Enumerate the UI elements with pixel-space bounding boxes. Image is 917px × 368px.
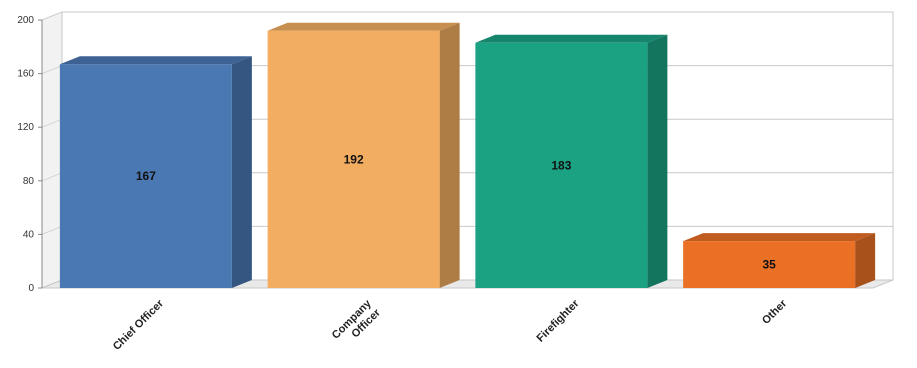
data-label: 35 <box>762 258 776 272</box>
data-label: 167 <box>136 169 156 183</box>
bar-front <box>59 64 232 288</box>
category-label: Other <box>760 297 790 327</box>
bar-front <box>683 241 856 288</box>
category-label: CompanyOfficer <box>330 297 384 351</box>
bars: 167 192 183 35 <box>59 22 876 288</box>
category-label: Firefighter <box>535 297 582 344</box>
gridline-side <box>41 118 63 128</box>
data-label: 183 <box>551 158 571 172</box>
bar-side <box>855 233 876 288</box>
bar: 167 <box>59 56 252 288</box>
y-tick-label: 120 <box>17 122 34 133</box>
bar-side <box>647 34 668 288</box>
y-tick-label: 0 <box>28 283 34 294</box>
gridline-side <box>41 11 63 21</box>
y-tick-label: 160 <box>17 69 34 80</box>
gridline-side <box>41 172 63 182</box>
data-label: 192 <box>344 152 364 166</box>
gridline-side <box>41 225 63 235</box>
y-axis: 0 40 80 120 160 200 <box>17 15 43 294</box>
bar-side <box>439 22 460 288</box>
bar: 183 <box>475 34 668 288</box>
bar-top <box>683 233 876 242</box>
bar-front <box>267 30 440 288</box>
bar-top <box>267 22 460 31</box>
bar: 192 <box>267 22 460 288</box>
left-wall <box>41 11 63 289</box>
y-tick-label: 200 <box>17 15 34 26</box>
bar-top <box>475 34 668 43</box>
gridline-side <box>41 65 63 75</box>
category-label: Chief Officer <box>111 297 167 353</box>
y-tick-label: 40 <box>23 229 35 240</box>
bar: 35 <box>683 233 876 288</box>
x-axis-labels: Chief Officer CompanyOfficer Firefighter Ot… <box>111 297 790 353</box>
bar-front <box>475 42 648 288</box>
bar-side <box>231 56 252 288</box>
bar-top <box>59 56 252 65</box>
y-tick-label: 80 <box>23 176 35 187</box>
